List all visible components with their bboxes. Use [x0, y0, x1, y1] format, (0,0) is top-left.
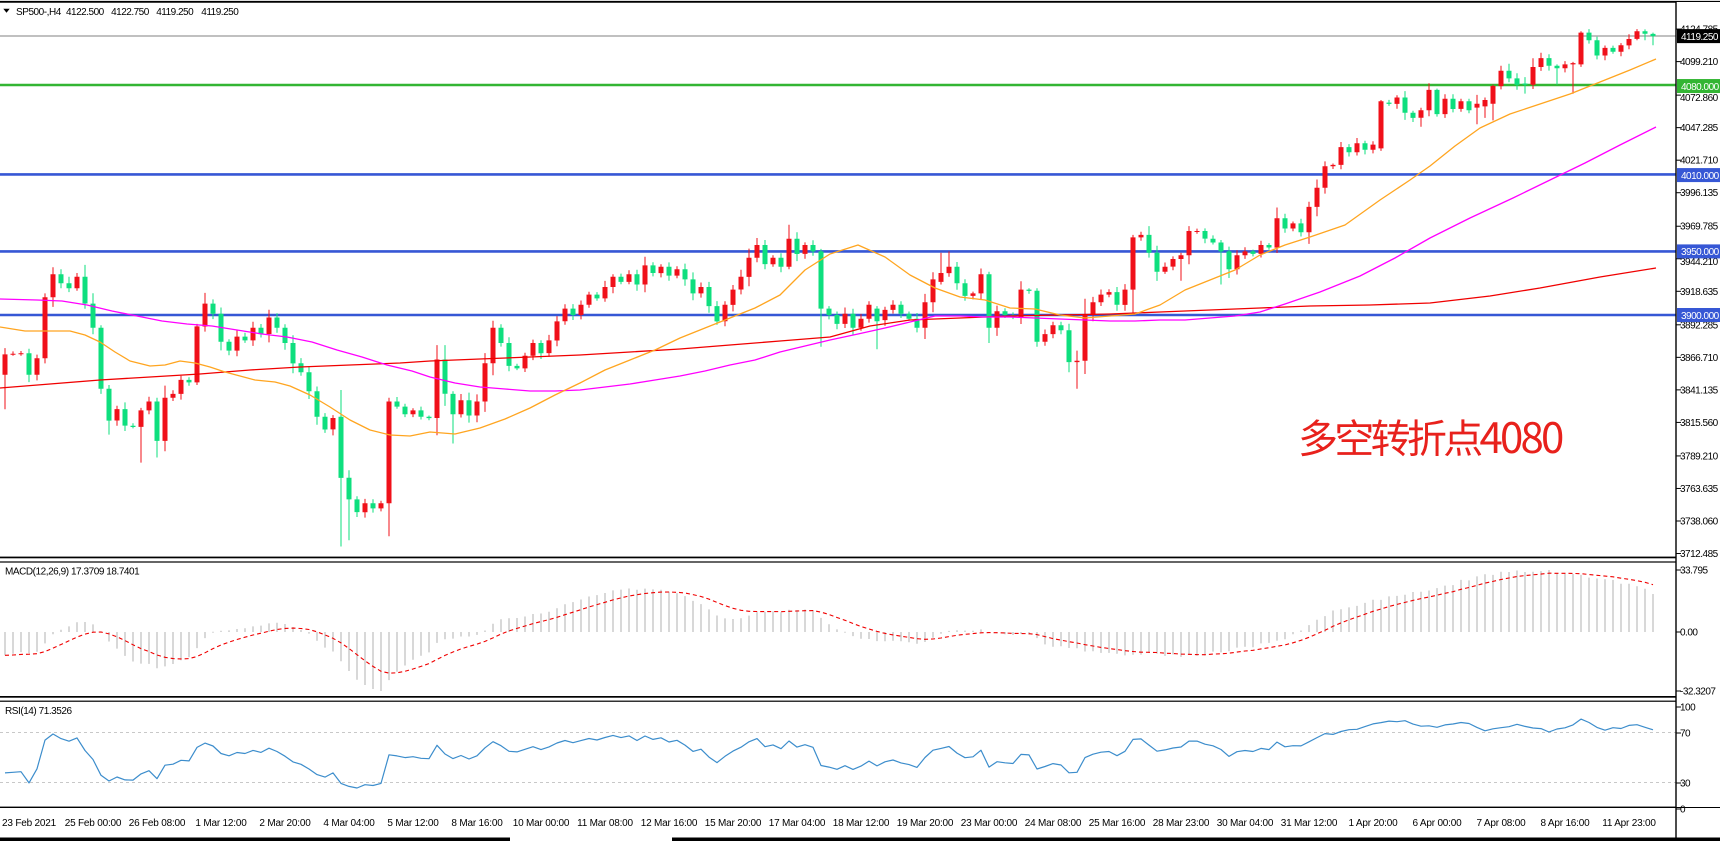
svg-text:0: 0: [1680, 805, 1686, 816]
svg-text:4080.000: 4080.000: [1681, 82, 1720, 93]
svg-text:3969.785: 3969.785: [1680, 222, 1719, 233]
svg-text:24 Mar 08:00: 24 Mar 08:00: [1025, 818, 1082, 829]
svg-text:30 Mar 04:00: 30 Mar 04:00: [1217, 818, 1274, 829]
svg-text:3738.060: 3738.060: [1680, 516, 1719, 527]
svg-text:12 Mar 16:00: 12 Mar 16:00: [641, 818, 698, 829]
svg-text:30: 30: [1680, 779, 1691, 790]
svg-text:3944.210: 3944.210: [1680, 257, 1719, 268]
svg-text:25 Feb 00:00: 25 Feb 00:00: [65, 818, 122, 829]
svg-text:31 Mar 12:00: 31 Mar 12:00: [1281, 818, 1338, 829]
svg-text:-32.3207: -32.3207: [1680, 687, 1716, 698]
svg-text:3789.210: 3789.210: [1680, 451, 1719, 462]
svg-text:3918.635: 3918.635: [1680, 287, 1719, 298]
svg-text:4122.750: 4122.750: [111, 7, 150, 18]
svg-text:2 Mar 20:00: 2 Mar 20:00: [259, 818, 311, 829]
svg-text:3866.710: 3866.710: [1680, 353, 1719, 364]
svg-text:4021.710: 4021.710: [1680, 156, 1719, 167]
svg-text:100: 100: [1680, 703, 1696, 714]
svg-text:6 Apr 00:00: 6 Apr 00:00: [1413, 818, 1463, 829]
svg-text:11 Apr 23:00: 11 Apr 23:00: [1602, 818, 1656, 829]
svg-text:0.00: 0.00: [1680, 628, 1698, 639]
svg-text:8 Mar 16:00: 8 Mar 16:00: [451, 818, 503, 829]
svg-text:4119.250: 4119.250: [201, 7, 239, 18]
svg-text:19 Mar 20:00: 19 Mar 20:00: [897, 818, 954, 829]
svg-text:3815.560: 3815.560: [1680, 418, 1719, 429]
svg-text:33.795: 33.795: [1680, 566, 1709, 577]
svg-text:70: 70: [1680, 729, 1691, 740]
svg-text:3712.485: 3712.485: [1680, 549, 1719, 560]
svg-text:MACD(12,26,9) 17.3709 18.7401: MACD(12,26,9) 17.3709 18.7401: [5, 567, 140, 578]
svg-text:25 Mar 16:00: 25 Mar 16:00: [1089, 818, 1146, 829]
svg-text:5 Mar 12:00: 5 Mar 12:00: [387, 818, 439, 829]
svg-text:17 Mar 04:00: 17 Mar 04:00: [769, 818, 826, 829]
svg-text:18 Mar 12:00: 18 Mar 12:00: [833, 818, 890, 829]
svg-text:3763.635: 3763.635: [1680, 484, 1719, 495]
svg-text:3996.135: 3996.135: [1680, 188, 1719, 199]
svg-text:4072.860: 4072.860: [1680, 93, 1719, 104]
svg-text:10 Mar 00:00: 10 Mar 00:00: [513, 818, 570, 829]
svg-text:1 Mar 12:00: 1 Mar 12:00: [195, 818, 247, 829]
svg-text:4 Mar 04:00: 4 Mar 04:00: [323, 818, 375, 829]
svg-text:7 Apr 08:00: 7 Apr 08:00: [1477, 818, 1527, 829]
svg-text:11 Mar 08:00: 11 Mar 08:00: [577, 818, 633, 829]
svg-text:4047.285: 4047.285: [1680, 123, 1719, 134]
svg-text:8 Apr 16:00: 8 Apr 16:00: [1541, 818, 1591, 829]
svg-text:4119.250: 4119.250: [156, 7, 194, 18]
svg-text:26 Feb 08:00: 26 Feb 08:00: [129, 818, 186, 829]
svg-text:4119.250: 4119.250: [1681, 32, 1719, 43]
svg-text:23 Feb 2021: 23 Feb 2021: [2, 818, 57, 829]
svg-text:15 Mar 20:00: 15 Mar 20:00: [705, 818, 762, 829]
svg-text:23 Mar 00:00: 23 Mar 00:00: [961, 818, 1018, 829]
svg-text:RSI(14) 71.3526: RSI(14) 71.3526: [5, 706, 73, 717]
svg-text:SP500-,H4: SP500-,H4: [16, 7, 62, 18]
svg-text:1 Apr 20:00: 1 Apr 20:00: [1349, 818, 1399, 829]
svg-text:4122.500: 4122.500: [66, 7, 105, 18]
svg-text:3841.135: 3841.135: [1680, 385, 1719, 396]
svg-text:4099.210: 4099.210: [1680, 57, 1719, 68]
svg-text:3950.000: 3950.000: [1681, 247, 1720, 258]
svg-text:3892.285: 3892.285: [1680, 320, 1719, 331]
svg-text:4010.000: 4010.000: [1681, 171, 1720, 182]
svg-text:28 Mar 23:00: 28 Mar 23:00: [1153, 818, 1210, 829]
svg-text:3900.000: 3900.000: [1681, 311, 1720, 322]
